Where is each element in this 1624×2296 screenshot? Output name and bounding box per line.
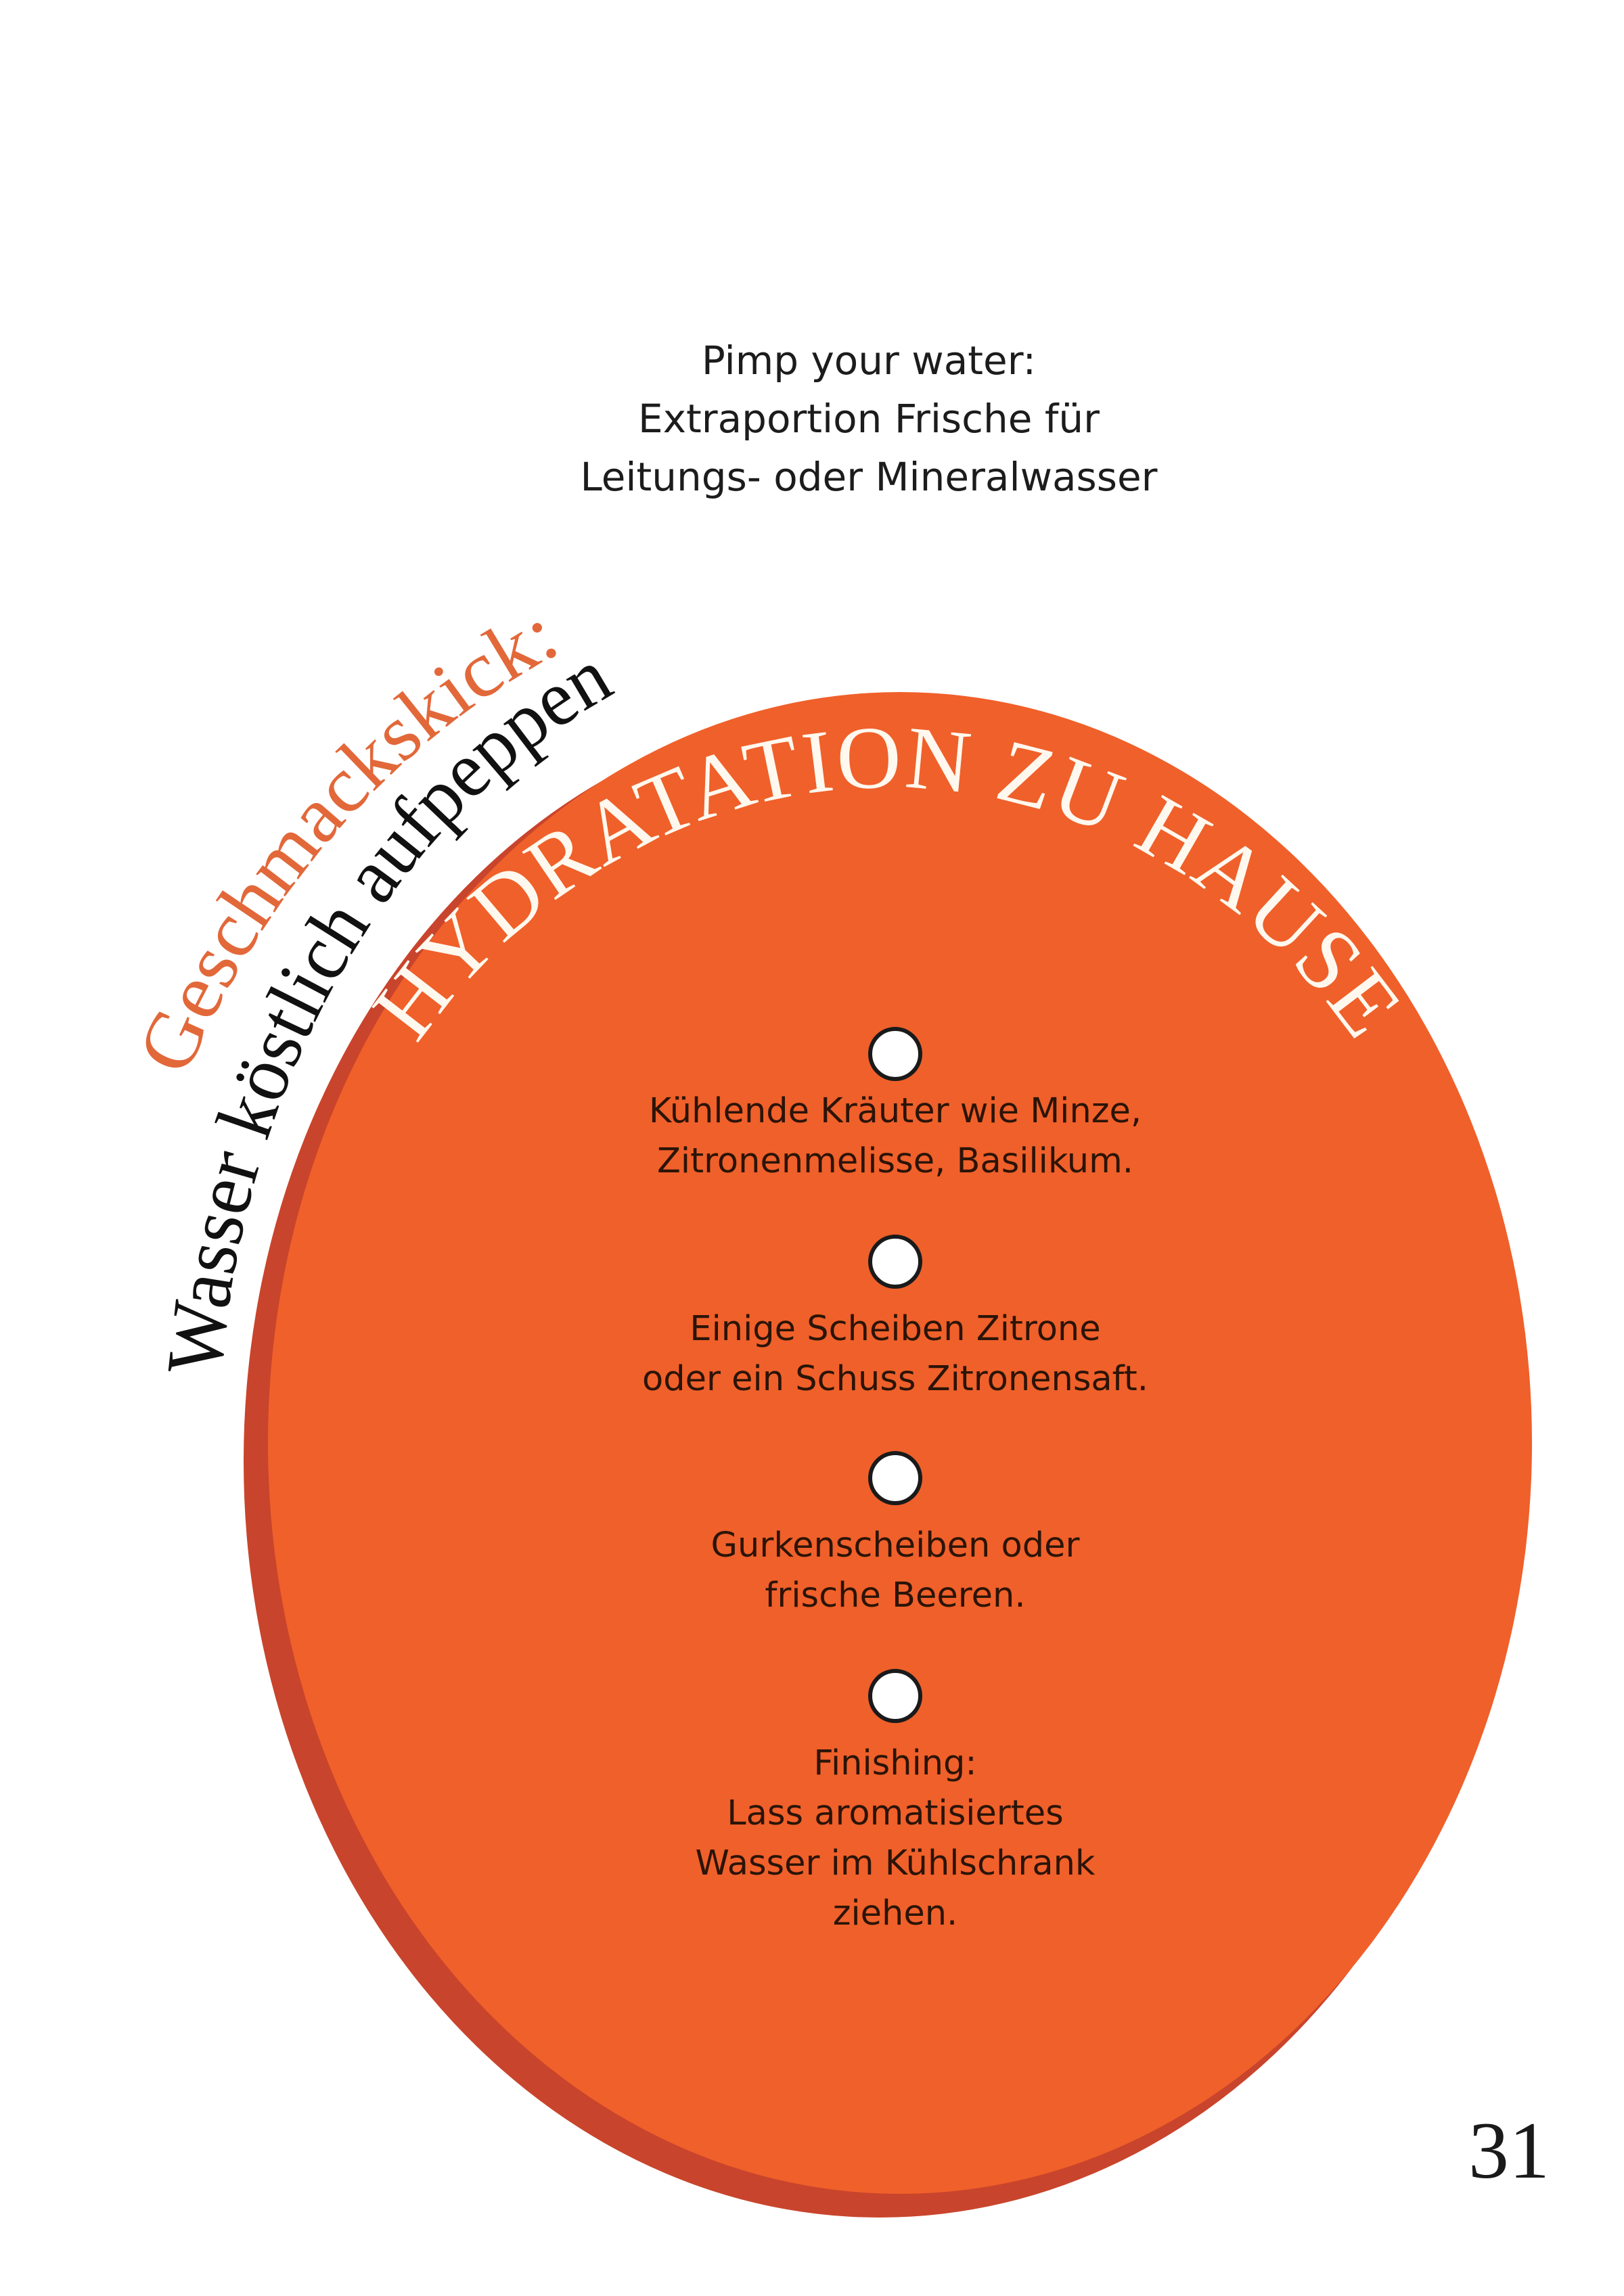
list-item: Gurkenscheiben oder frische Beeren. — [711, 1521, 1080, 1621]
intro-line: Pimp your water: — [701, 338, 1037, 384]
list-item: Finishing: Lass aromatisiertes Wasser im… — [696, 1739, 1096, 1939]
item-line: oder ein Schuss Zitronensaft. — [642, 1359, 1148, 1399]
intro-text: Pimp your water: Extraportion Frische fü… — [0, 331, 1624, 506]
item-line: frische Beeren. — [765, 1576, 1026, 1615]
item-line: Wasser im Kühlschrank — [695, 1843, 1096, 1883]
item-line: Zitronenmelisse, Basilikum. — [656, 1141, 1133, 1181]
item-line: Gurkenscheiben oder — [710, 1525, 1080, 1565]
intro-line: Leitungs- oder Mineralwasser — [580, 454, 1158, 500]
item-line: Kühlende Kräuter wie Minze, — [648, 1091, 1142, 1131]
item-line: Finishing: — [813, 1743, 977, 1783]
item-line: Einige Scheiben Zitrone — [690, 1309, 1101, 1349]
page-number: 31 — [1468, 2105, 1550, 2195]
circle-bullet-icon — [868, 1027, 922, 1081]
list-item: Kühlende Kräuter wie Minze, Zitronenmeli… — [649, 1086, 1142, 1187]
circle-bullet-icon — [868, 1669, 922, 1723]
circle-bullet-icon — [868, 1451, 922, 1505]
intro-line: Extraportion Frische für — [638, 396, 1100, 442]
item-line: Lass aromatisiertes — [727, 1793, 1064, 1833]
disc — [268, 692, 1532, 2194]
circle-bullet-icon — [868, 1235, 922, 1289]
list-item: Einige Scheiben Zitrone oder ein Schuss … — [642, 1304, 1148, 1404]
item-line: ziehen. — [832, 1893, 958, 1933]
